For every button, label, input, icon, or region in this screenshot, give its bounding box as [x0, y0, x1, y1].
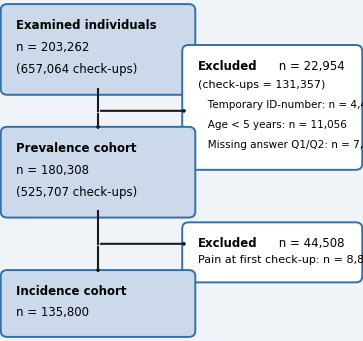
- FancyBboxPatch shape: [1, 270, 195, 337]
- FancyBboxPatch shape: [182, 222, 362, 282]
- FancyBboxPatch shape: [1, 4, 195, 95]
- Text: n = 135,800: n = 135,800: [16, 306, 89, 319]
- Text: (525,707 check-ups): (525,707 check-ups): [16, 186, 138, 199]
- FancyBboxPatch shape: [1, 127, 195, 218]
- Text: (check-ups = 131,357): (check-ups = 131,357): [198, 80, 325, 90]
- Text: n = 44,508: n = 44,508: [275, 237, 344, 250]
- Text: Incidence cohort: Incidence cohort: [16, 285, 127, 298]
- FancyBboxPatch shape: [182, 45, 362, 170]
- Text: Excluded: Excluded: [198, 237, 257, 250]
- Text: Examined individuals: Examined individuals: [16, 19, 157, 32]
- Text: Temporary ID-number: n = 4,483: Temporary ID-number: n = 4,483: [198, 100, 363, 110]
- Text: (657,064 check-ups): (657,064 check-ups): [16, 63, 138, 76]
- Text: n = 180,308: n = 180,308: [16, 164, 89, 177]
- Text: Pain at first check-up: n = 8,842: Pain at first check-up: n = 8,842: [198, 255, 363, 265]
- Text: n = 22,954: n = 22,954: [275, 60, 344, 73]
- Text: n = 203,262: n = 203,262: [16, 41, 90, 54]
- Text: Age < 5 years: n = 11,056: Age < 5 years: n = 11,056: [198, 120, 347, 130]
- Text: Prevalence cohort: Prevalence cohort: [16, 142, 137, 154]
- Text: Missing answer Q1/Q2: n = 7,261: Missing answer Q1/Q2: n = 7,261: [198, 140, 363, 150]
- Text: Excluded: Excluded: [198, 60, 257, 73]
